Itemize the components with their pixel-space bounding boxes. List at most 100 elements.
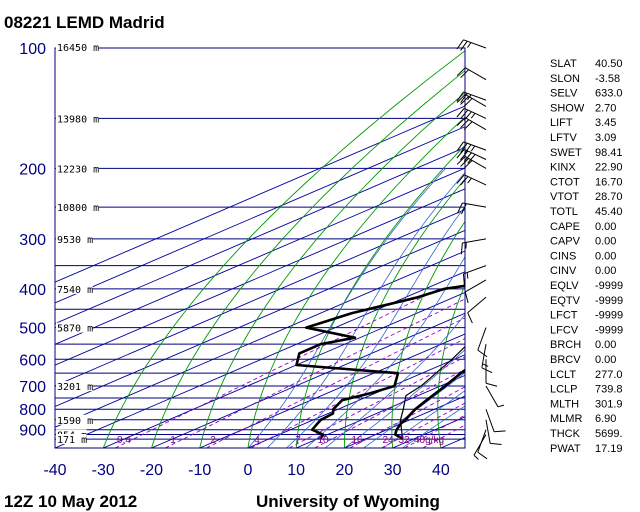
index-name: LCLP: [550, 384, 578, 396]
barb-flag: [463, 111, 472, 121]
barb-flag: [460, 69, 470, 79]
mixing-ratio-line: [250, 338, 465, 448]
barb-flag: [462, 273, 465, 286]
index-value: 5699.: [595, 428, 623, 440]
index-value: 45.40: [595, 206, 623, 218]
index-name: SLON: [550, 73, 580, 85]
pressure-tick-label: 900: [19, 423, 46, 440]
index-value: 0.00: [595, 221, 616, 233]
isotherm-line: [55, 229, 465, 408]
wind-barb: [464, 279, 487, 304]
temperature-tick-label: 0: [243, 462, 252, 479]
index-name: CAPV: [550, 236, 581, 248]
barb-flag: [456, 91, 464, 102]
barb-staff: [485, 385, 499, 408]
index-name: SLAT: [550, 58, 577, 70]
index-name: CTOT: [550, 176, 580, 188]
wind-barb: [485, 385, 505, 408]
index-value: -9999: [595, 324, 623, 336]
wind-barb: [485, 409, 506, 433]
pressure-tick-label: 400: [19, 282, 46, 299]
isotherm-line: [55, 146, 465, 325]
height-label: 1590 m: [57, 416, 93, 427]
index-name: LFCV: [550, 324, 579, 336]
dewpoint-profile-line: [295, 284, 465, 440]
moist-adiabat-line: [344, 349, 465, 448]
pressure-tick-label: 600: [19, 352, 46, 369]
index-name: BRCV: [550, 354, 581, 366]
barb-flag: [456, 149, 465, 159]
height-label-bg: [56, 414, 93, 425]
pressure-tick-label: 200: [19, 161, 46, 178]
mixing-ratio-line: [381, 402, 465, 448]
height-label: 12230 m: [57, 164, 99, 175]
height-label: 7540 m: [57, 285, 93, 296]
index-value: 2.70: [595, 102, 616, 114]
barb-flag: [464, 291, 469, 304]
height-label-bg: [56, 434, 87, 444]
isotherm-line: [55, 250, 465, 428]
mixing-ratio-label: 1: [170, 435, 176, 446]
wind-barb: [456, 39, 487, 51]
wind-barb: [460, 238, 487, 255]
barb-flag: [467, 154, 476, 164]
dry-adiabat-line: [199, 92, 465, 448]
height-label: 3201 m: [57, 382, 93, 393]
mixing-ratio-line: [314, 368, 465, 448]
barb-flag: [456, 174, 465, 184]
mixing-ratio-label: 0.4: [117, 435, 131, 446]
wind-barb: [467, 296, 487, 324]
barb-flag: [460, 40, 468, 51]
barb-flag: [463, 144, 472, 155]
index-value: 0.00: [595, 339, 616, 351]
barb-half-flag: [473, 454, 479, 460]
height-label: 9530 m: [57, 235, 93, 246]
temperature-tick-label: 30: [384, 462, 402, 479]
index-value: 739.8: [595, 384, 623, 396]
index-name: SELV: [550, 88, 578, 100]
height-label: 171 m: [57, 435, 87, 446]
index-name: VTOT: [550, 191, 579, 203]
barb-flag: [467, 312, 473, 324]
index-name: EQTV: [550, 295, 581, 307]
barb-flag: [456, 156, 466, 165]
barb-flag: [460, 96, 470, 105]
pressure-tick-label: 500: [19, 321, 46, 338]
wind-barb: [456, 107, 487, 121]
barb-flag: [490, 442, 502, 445]
index-value: 3.45: [595, 117, 616, 129]
barb-flag: [463, 121, 473, 131]
barb-flag: [460, 176, 469, 186]
height-label-bg: [56, 233, 93, 244]
index-name: SHOW: [550, 102, 585, 114]
station-title: 08221 LEMD Madrid: [4, 13, 165, 32]
index-name: MLTH: [550, 398, 579, 410]
mixing-ratio-line: [422, 424, 465, 448]
moist-adiabat-line: [324, 313, 465, 448]
barb-flag: [481, 367, 493, 374]
isotherm-line: [55, 126, 465, 304]
barb-flag: [463, 160, 473, 169]
barb-flag: [456, 67, 466, 77]
index-value: 6.90: [595, 413, 616, 425]
isotherm-line: [103, 292, 465, 448]
height-label: 13980 m: [57, 114, 99, 125]
moist-adiabat-line: [286, 205, 465, 448]
index-name: CINV: [550, 265, 577, 277]
data-source: University of Wyoming: [256, 492, 440, 511]
height-label-bg: [56, 322, 93, 333]
barb-flag: [463, 152, 472, 162]
height-label: 10800 m: [57, 203, 99, 214]
index-value: 301.9: [595, 398, 623, 410]
index-value: 277.0: [595, 369, 623, 381]
wind-barbs: [456, 39, 506, 460]
isotherm-line: [199, 333, 465, 448]
barb-staff: [467, 296, 487, 314]
wind-barb: [456, 117, 487, 131]
height-label-bg: [56, 381, 93, 392]
mixing-ratio-label: 7: [295, 435, 301, 446]
wind-barb: [473, 434, 487, 460]
barb-flag: [456, 107, 465, 118]
